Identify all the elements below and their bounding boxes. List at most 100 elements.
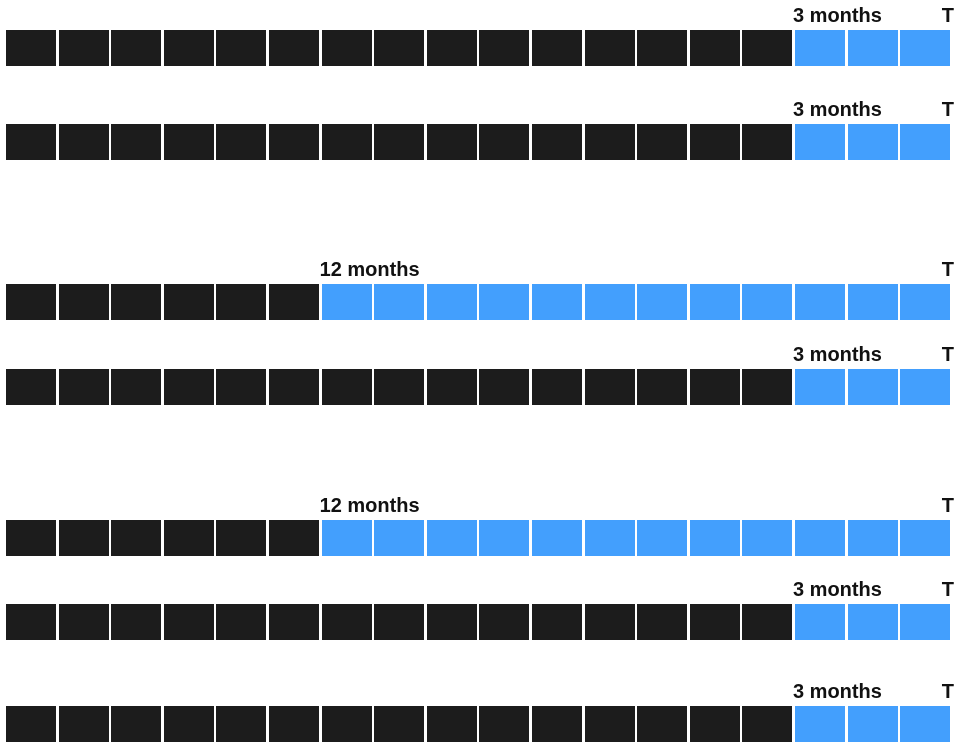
timeline-bar <box>6 604 951 640</box>
past-month-cell <box>216 30 267 66</box>
past-month-cell <box>479 30 530 66</box>
past-month-cell <box>426 706 477 742</box>
window-length-label: 3 months <box>793 99 882 121</box>
past-month-cell <box>321 369 372 405</box>
window-month-cell <box>794 604 845 640</box>
past-month-cell <box>584 369 635 405</box>
past-month-cell <box>216 520 267 556</box>
past-month-cell <box>268 284 319 320</box>
window-month-cell <box>794 706 845 742</box>
past-month-cell <box>374 604 425 640</box>
window-month-cell <box>531 520 582 556</box>
past-month-cell <box>531 706 582 742</box>
past-month-cell <box>584 30 635 66</box>
past-month-cell <box>531 369 582 405</box>
past-month-cell <box>216 284 267 320</box>
window-month-cell <box>689 520 740 556</box>
past-month-cell <box>689 369 740 405</box>
past-month-cell <box>268 369 319 405</box>
past-month-cell <box>58 520 109 556</box>
past-month-cell <box>58 30 109 66</box>
window-month-cell <box>321 284 372 320</box>
past-month-cell <box>426 124 477 160</box>
past-month-cell <box>163 124 214 160</box>
past-month-cell <box>426 604 477 640</box>
window-month-cell <box>426 284 477 320</box>
past-month-cell <box>374 706 425 742</box>
past-month-cell <box>163 369 214 405</box>
window-month-cell <box>900 706 951 742</box>
past-month-cell <box>584 124 635 160</box>
window-month-cell <box>900 369 951 405</box>
window-month-cell <box>637 520 688 556</box>
window-month-cell <box>374 284 425 320</box>
timeline-row: 3 months T <box>0 100 960 160</box>
past-month-cell <box>111 706 162 742</box>
window-month-cell <box>900 30 951 66</box>
window-month-cell <box>900 284 951 320</box>
past-month-cell <box>6 124 56 160</box>
window-month-cell <box>742 520 793 556</box>
past-month-cell <box>216 124 267 160</box>
past-month-cell <box>531 124 582 160</box>
past-month-cell <box>321 604 372 640</box>
window-month-cell <box>794 124 845 160</box>
past-month-cell <box>321 706 372 742</box>
window-month-cell <box>426 520 477 556</box>
past-month-cell <box>6 30 56 66</box>
past-month-cell <box>58 604 109 640</box>
window-month-cell <box>900 124 951 160</box>
end-time-label: T <box>941 99 954 121</box>
timeline-bar <box>6 124 951 160</box>
window-month-cell <box>794 30 845 66</box>
past-month-cell <box>689 604 740 640</box>
past-month-cell <box>268 30 319 66</box>
past-month-cell <box>58 369 109 405</box>
window-month-cell <box>794 369 845 405</box>
window-length-label: 12 months <box>319 259 420 281</box>
past-month-cell <box>637 124 688 160</box>
past-month-cell <box>531 604 582 640</box>
past-month-cell <box>6 520 56 556</box>
past-month-cell <box>584 604 635 640</box>
end-time-label: T <box>941 259 954 281</box>
past-month-cell <box>742 30 793 66</box>
past-month-cell <box>479 706 530 742</box>
past-month-cell <box>374 124 425 160</box>
window-month-cell <box>900 520 951 556</box>
window-month-cell <box>584 284 635 320</box>
past-month-cell <box>637 706 688 742</box>
past-month-cell <box>742 604 793 640</box>
window-month-cell <box>847 520 898 556</box>
end-time-label: T <box>941 681 954 703</box>
window-month-cell <box>847 604 898 640</box>
window-month-cell <box>742 284 793 320</box>
window-month-cell <box>847 124 898 160</box>
past-month-cell <box>58 706 109 742</box>
window-length-label: 3 months <box>793 344 882 366</box>
window-month-cell <box>321 520 372 556</box>
past-month-cell <box>268 124 319 160</box>
past-month-cell <box>479 124 530 160</box>
window-month-cell <box>794 520 845 556</box>
timeline-bar <box>6 30 951 66</box>
end-time-label: T <box>941 579 954 601</box>
timeline-bar <box>6 369 951 405</box>
past-month-cell <box>163 520 214 556</box>
past-month-cell <box>321 124 372 160</box>
timeline-row: 3 months T <box>0 6 960 66</box>
end-time-label: T <box>941 495 954 517</box>
past-month-cell <box>637 30 688 66</box>
past-month-cell <box>479 369 530 405</box>
window-month-cell <box>479 520 530 556</box>
past-month-cell <box>111 30 162 66</box>
past-month-cell <box>6 706 56 742</box>
timeline-row: 3 months T <box>0 682 960 742</box>
past-month-cell <box>163 30 214 66</box>
past-month-cell <box>111 520 162 556</box>
timeline-bar <box>6 706 951 742</box>
timeline-row: 3 months T <box>0 345 960 405</box>
past-month-cell <box>742 124 793 160</box>
window-month-cell <box>847 706 898 742</box>
